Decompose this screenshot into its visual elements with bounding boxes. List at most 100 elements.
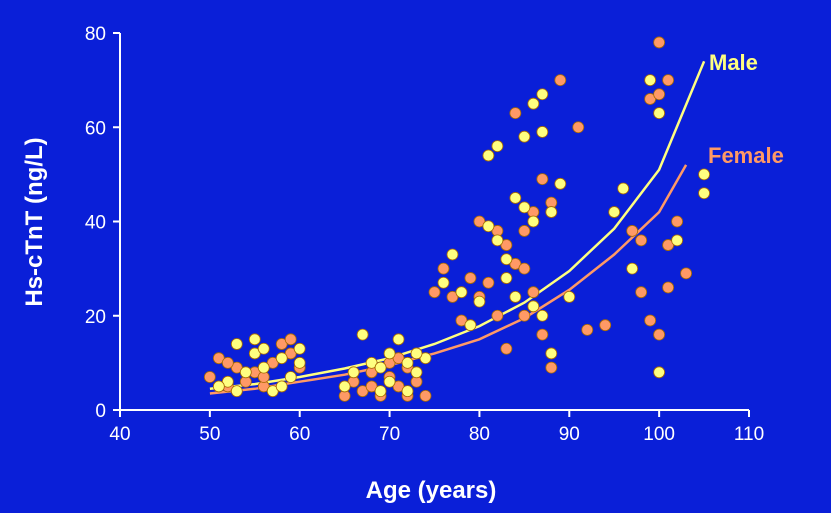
x-axis-title: Age (years) bbox=[366, 477, 497, 504]
male-data-point bbox=[518, 130, 531, 143]
male-data-point bbox=[536, 309, 549, 322]
female-data-point bbox=[509, 107, 522, 120]
male-data-point bbox=[500, 253, 513, 266]
axes: 40 50 60 70 80 90 100 110 0 20 40 60 80 bbox=[85, 24, 764, 445]
female-data-point bbox=[518, 225, 531, 237]
female-data-point bbox=[203, 371, 216, 383]
female-data-point bbox=[536, 173, 549, 185]
female-fit-curve bbox=[209, 164, 688, 395]
female-data-point bbox=[599, 319, 612, 332]
male-data-point bbox=[653, 366, 666, 379]
y-tick-label: 0 bbox=[95, 401, 106, 422]
data-points bbox=[203, 36, 710, 402]
female-data-point bbox=[653, 36, 666, 49]
male-data-point bbox=[383, 375, 396, 388]
male-data-point bbox=[545, 347, 558, 360]
male-data-point bbox=[518, 201, 531, 214]
y-tick-label: 20 bbox=[85, 307, 106, 328]
male-data-point bbox=[644, 74, 657, 87]
female-data-point bbox=[581, 323, 594, 336]
male-data-point bbox=[698, 168, 710, 181]
legend-label-female: Female bbox=[708, 143, 784, 168]
y-tick-label: 40 bbox=[85, 213, 106, 234]
female-data-point bbox=[545, 361, 558, 374]
male-data-point bbox=[293, 356, 306, 369]
male-data-point bbox=[374, 385, 387, 398]
male-data-point bbox=[410, 366, 423, 379]
male-data-point bbox=[401, 356, 414, 369]
legend: Male Female bbox=[708, 50, 784, 168]
male-data-point bbox=[275, 352, 288, 365]
female-data-point bbox=[671, 215, 684, 228]
x-tick-label: 60 bbox=[289, 424, 310, 445]
male-data-point bbox=[239, 366, 252, 379]
female-data-point bbox=[662, 281, 675, 294]
male-data-point bbox=[653, 107, 666, 120]
male-data-point bbox=[527, 97, 540, 110]
male-data-point bbox=[545, 206, 558, 218]
male-data-point bbox=[482, 220, 495, 233]
male-data-point bbox=[527, 300, 540, 313]
female-data-point bbox=[518, 262, 531, 275]
male-data-point bbox=[347, 366, 360, 379]
male-data-point bbox=[401, 385, 414, 398]
male-data-point bbox=[671, 234, 684, 247]
male-data-point bbox=[446, 248, 459, 261]
female-data-point bbox=[554, 74, 567, 87]
female-data-point bbox=[536, 328, 549, 341]
female-data-point bbox=[437, 262, 450, 275]
male-data-point bbox=[383, 347, 396, 360]
male-data-point bbox=[248, 333, 261, 346]
female-data-point bbox=[527, 286, 540, 299]
female-data-point bbox=[635, 234, 648, 247]
male-data-point bbox=[410, 347, 423, 360]
male-data-point bbox=[698, 187, 710, 200]
y-axis-title: Hs-cTnT (ng/L) bbox=[21, 137, 48, 306]
male-data-point bbox=[554, 177, 567, 190]
male-data-point bbox=[491, 140, 504, 153]
male-data-point bbox=[464, 319, 477, 332]
male-data-point bbox=[356, 328, 369, 341]
male-data-point bbox=[257, 342, 270, 355]
x-tick-label: 40 bbox=[109, 424, 130, 445]
male-data-point bbox=[473, 295, 486, 308]
male-data-point bbox=[536, 126, 549, 138]
female-data-point bbox=[572, 121, 585, 134]
female-data-point bbox=[221, 356, 234, 369]
x-tick-label: 70 bbox=[379, 424, 400, 445]
male-data-point bbox=[293, 342, 306, 355]
female-data-point bbox=[644, 314, 657, 327]
x-tick-label: 100 bbox=[643, 424, 675, 445]
x-tick-label: 110 bbox=[734, 424, 764, 445]
female-data-point bbox=[500, 342, 513, 355]
male-data-point bbox=[563, 290, 576, 303]
male-data-point bbox=[230, 338, 243, 350]
legend-label-male: Male bbox=[709, 50, 758, 75]
male-data-point bbox=[509, 290, 522, 303]
male-data-point bbox=[608, 206, 621, 218]
female-data-point bbox=[680, 267, 692, 280]
x-tick-label: 80 bbox=[469, 424, 490, 445]
male-data-point bbox=[284, 371, 297, 383]
male-data-point bbox=[455, 286, 468, 299]
female-data-point bbox=[518, 309, 531, 322]
female-data-point bbox=[653, 328, 666, 341]
male-data-point bbox=[626, 262, 639, 275]
x-tick-label: 50 bbox=[199, 424, 220, 445]
male-data-point bbox=[257, 361, 270, 374]
female-data-point bbox=[419, 389, 432, 402]
male-data-point bbox=[509, 192, 522, 204]
female-data-point bbox=[662, 74, 675, 87]
male-data-point bbox=[491, 234, 504, 247]
male-data-point bbox=[617, 182, 630, 195]
male-data-point bbox=[374, 361, 387, 374]
male-data-point bbox=[527, 215, 540, 228]
female-data-point bbox=[653, 88, 666, 101]
male-data-point bbox=[500, 272, 513, 284]
female-data-point bbox=[491, 309, 504, 322]
y-tick-label: 60 bbox=[85, 118, 106, 139]
male-data-point bbox=[392, 333, 405, 346]
male-data-point bbox=[212, 380, 225, 393]
y-tick-label: 80 bbox=[85, 24, 106, 45]
